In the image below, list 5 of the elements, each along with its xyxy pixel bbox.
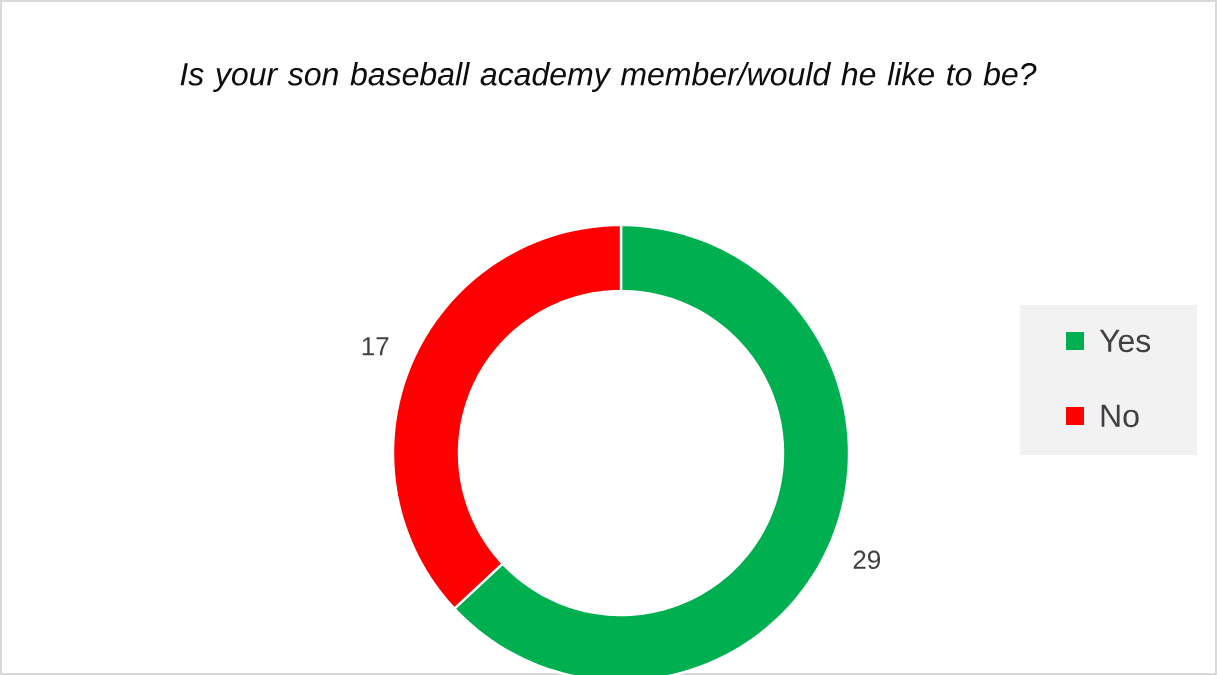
data-label: 29: [853, 550, 881, 570]
chart-title: Is your son baseball academy member/would he like to be?: [180, 62, 1037, 92]
legend-label: No: [1101, 404, 1139, 428]
data-label: 17: [362, 337, 389, 356]
legend-label: Yes: [1099, 329, 1151, 353]
